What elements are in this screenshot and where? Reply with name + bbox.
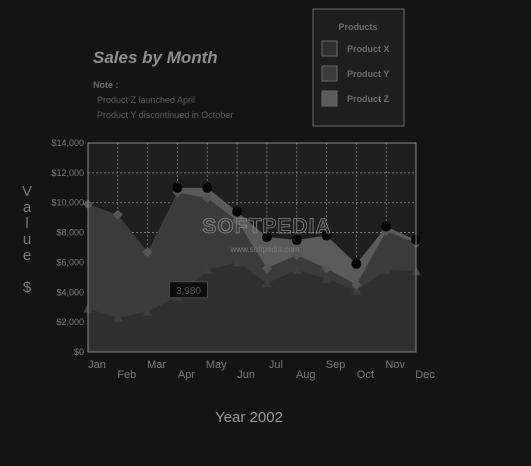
x-tick-label: Sep — [326, 359, 346, 371]
data-point — [142, 306, 153, 316]
x-tick-label: Jun — [237, 369, 255, 381]
data-point — [381, 264, 392, 274]
data-point — [232, 215, 243, 226]
data-point — [232, 206, 243, 217]
y-tick-label: $6,000 — [56, 257, 84, 267]
data-point — [202, 193, 213, 204]
legend-title: Products — [338, 22, 377, 32]
legend-label: Product X — [347, 44, 390, 54]
note-line: Product Z launched April — [97, 95, 195, 105]
value-callout: 3,980 — [168, 281, 208, 299]
watermark-title: SOFTPEDIA — [202, 215, 331, 238]
x-tick-label: Mar — [147, 359, 166, 371]
data-point — [291, 264, 302, 274]
data-point — [291, 249, 302, 260]
x-tick-label: Jul — [269, 359, 283, 371]
x-tick-label: Nov — [385, 359, 405, 371]
y-tick-label: $14,000 — [51, 138, 84, 148]
watermark-subtitle: www.softpedia.com — [230, 245, 300, 254]
legend-label: Product Z — [347, 94, 390, 104]
x-tick-label: Apr — [178, 369, 195, 381]
data-point — [291, 235, 302, 246]
value-callout-box — [168, 281, 208, 299]
markers — [83, 182, 421, 322]
legend-swatch — [321, 65, 338, 82]
note-heading: Note : — [93, 80, 119, 90]
data-point — [381, 221, 392, 232]
legend: Products Product X Product Y Product Z — [312, 8, 405, 127]
x-axis-ticks: Jan Feb Mar Apr May Jun Jul Aug Sep Oct Nov Dec — [88, 359, 435, 381]
area-product-x — [88, 262, 416, 352]
legend-label: Product Y — [347, 69, 389, 79]
value-callout-label: 3,980 — [176, 286, 201, 297]
data-point — [202, 264, 213, 274]
x-axis-title: Year 2002 — [215, 409, 283, 426]
data-point — [321, 263, 332, 274]
x-tick-label: Aug — [296, 369, 316, 381]
x-tick-label: Oct — [357, 369, 374, 381]
x-tick-label: May — [206, 359, 227, 371]
y-tick-label: $4,000 — [56, 287, 84, 297]
chart-title: Sales by Month — [93, 48, 218, 67]
x-tick-label: Feb — [117, 369, 136, 381]
data-point — [351, 279, 362, 290]
data-point — [142, 246, 153, 257]
watermark: SOFTPEDIA www.softpedia.com — [202, 215, 331, 254]
y-tick-label: $8,000 — [56, 228, 84, 238]
data-point — [112, 312, 123, 322]
y-tick-label: $12,000 — [51, 168, 84, 178]
data-point — [321, 273, 332, 283]
y-axis-ticks: $0 $2,000 $4,000 $6,000 $8,000 $10,000 $12,000… — [51, 138, 84, 357]
data-point — [261, 263, 272, 274]
y-tick-label: $2,000 — [56, 317, 84, 327]
data-point — [112, 209, 123, 220]
y-tick-label: $10,000 — [51, 198, 84, 208]
x-tick-label: Dec — [415, 369, 435, 381]
plot-border — [87, 142, 417, 353]
data-point — [261, 232, 272, 243]
data-point — [172, 182, 183, 193]
x-tick-label: Jan — [88, 359, 106, 371]
data-point — [351, 258, 362, 269]
legend-swatch — [321, 90, 338, 107]
data-point — [261, 278, 272, 288]
note-line: Product Y discontinued in October — [97, 110, 233, 120]
data-point — [351, 285, 362, 295]
legend-swatch — [321, 40, 338, 57]
data-point — [232, 257, 243, 267]
data-point — [202, 182, 213, 193]
y-tick-label: $0 — [74, 347, 84, 357]
data-point — [321, 230, 332, 241]
